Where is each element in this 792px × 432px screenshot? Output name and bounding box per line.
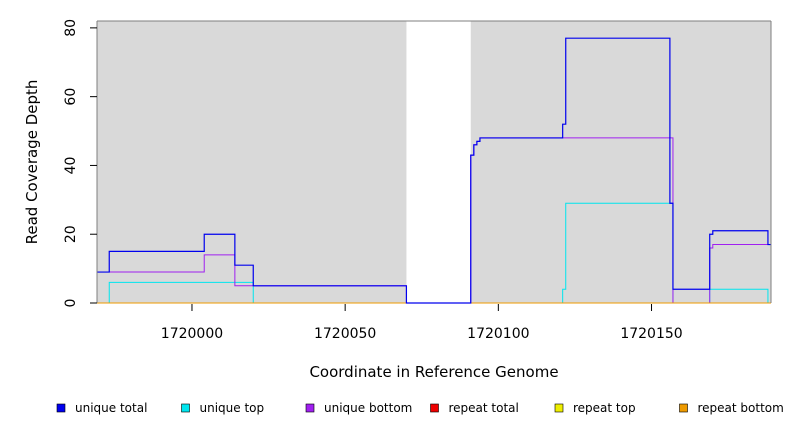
background-left xyxy=(97,21,407,303)
y-tick-label-60: 60 xyxy=(63,88,79,106)
background-right xyxy=(470,21,771,303)
legend-swatch-unique-top xyxy=(181,403,190,413)
legend-label-repeat-total: repeat total xyxy=(449,401,519,415)
legend-swatch-repeat-bottom xyxy=(679,403,688,413)
y-axis-label: Read Coverage Depth xyxy=(23,80,41,245)
y-tick-label-40: 40 xyxy=(63,157,79,175)
x-tick-label-1720100: 1720100 xyxy=(467,326,529,342)
plot-frame xyxy=(96,20,772,303)
plot-area xyxy=(97,21,771,303)
legend-label-repeat-top: repeat top xyxy=(573,401,636,415)
x-axis: 1720000 1720050 1720100 1720150 xyxy=(161,304,683,342)
legend: unique total unique top unique bottom repea… xyxy=(56,401,784,415)
series-line-unique-top xyxy=(97,202,771,304)
series-line-unique-total xyxy=(97,37,771,304)
legend-label-unique-top: unique top xyxy=(200,401,265,415)
legend-swatch-unique-total xyxy=(56,403,66,413)
legend-swatch-unique-bottom xyxy=(305,403,315,413)
y-tick-label-20: 20 xyxy=(63,225,79,243)
x-tick-label-1720000: 1720000 xyxy=(161,326,223,342)
y-axis: 0 20 40 60 80 xyxy=(63,19,97,307)
legend-label-unique-total: unique total xyxy=(75,401,147,415)
legend-swatch-repeat-top xyxy=(554,403,564,413)
legend-swatch-repeat-total xyxy=(430,403,439,413)
x-tick-label-1720050: 1720050 xyxy=(314,326,376,342)
legend-label-unique-bottom: unique bottom xyxy=(324,401,412,415)
y-tick-label-0: 0 xyxy=(63,299,79,308)
legend-label-repeat-bottom: repeat bottom xyxy=(698,401,784,415)
x-tick-label-1720150: 1720150 xyxy=(620,326,682,342)
y-tick-label-80: 80 xyxy=(63,19,79,37)
x-axis-label: Coordinate in Reference Genome xyxy=(309,363,558,381)
series-layer xyxy=(97,37,771,304)
